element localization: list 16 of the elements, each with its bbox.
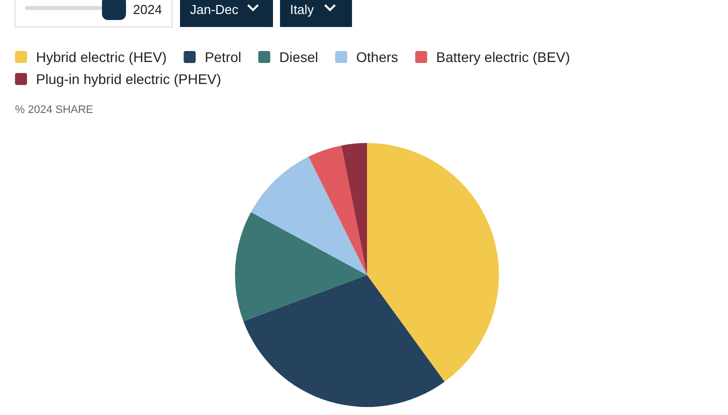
legend-label: Hybrid electric (HEV) <box>36 49 167 65</box>
pie-slice <box>250 156 367 275</box>
text: 2024 <box>133 2 162 17</box>
legend-label: Battery electric (BEV) <box>436 49 570 65</box>
text: Italy <box>290 2 314 17</box>
pie-slice <box>243 275 445 407</box>
legend-label: Plug-in hybrid electric (PHEV) <box>36 71 222 87</box>
pie-slice <box>341 143 367 275</box>
text: Jan-Dec <box>190 2 239 17</box>
legend-label: Diesel <box>279 49 318 65</box>
legend-label: Others <box>356 49 398 65</box>
text: % 2024 SHARE <box>15 104 94 116</box>
pie-slice <box>235 212 367 322</box>
pie-slice <box>308 145 367 275</box>
legend-label: Petrol <box>204 49 242 65</box>
pie-slice <box>367 143 499 382</box>
